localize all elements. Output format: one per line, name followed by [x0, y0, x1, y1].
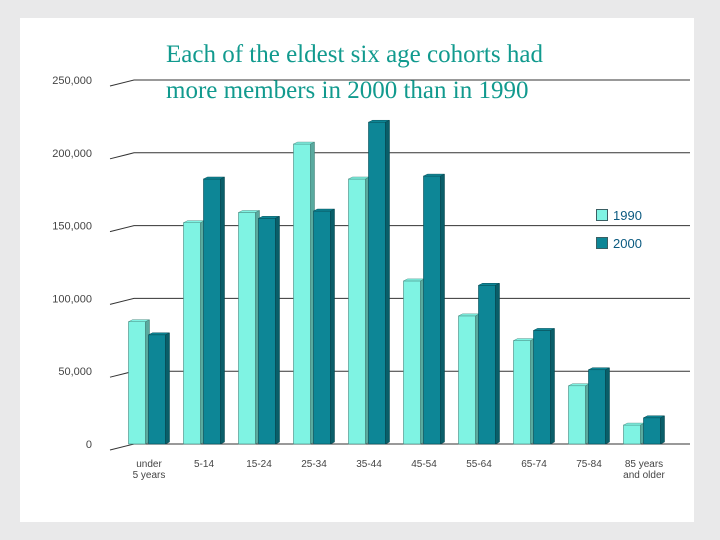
x-tick-label: 15-24: [246, 459, 272, 470]
y-tick-label: 250,000: [52, 75, 92, 87]
chart-title-line-1: Each of the eldest six age cohorts had: [166, 41, 543, 68]
bar-front: [588, 369, 606, 445]
x-tick-label: 85 years: [625, 459, 663, 470]
x-tick-label: 5-14: [194, 459, 214, 470]
bar-1990-45-54: [403, 278, 425, 445]
x-tick-label: and older: [623, 470, 665, 481]
legend-item-1990: 1990: [596, 207, 642, 223]
bar-side: [440, 173, 445, 445]
bar-1990-15-24: [238, 210, 260, 445]
bar-2000-75-84: [588, 367, 610, 445]
bar-front: [293, 143, 311, 445]
bar-side: [330, 208, 335, 445]
bar-side: [605, 367, 610, 445]
y-tick-label: 150,000: [52, 221, 92, 233]
bar-1990-35-44: [348, 176, 370, 445]
legend-swatch-1990: [596, 209, 608, 221]
bar-side: [385, 119, 390, 445]
bars: [128, 119, 665, 445]
bar-1990-85-years-and-older: [623, 422, 645, 445]
gridline: [109, 79, 690, 87]
bar-1990-under-5-years: [128, 319, 150, 445]
x-tick-label: 75-84: [576, 459, 602, 470]
bar-front: [623, 424, 641, 445]
bar-front: [183, 222, 201, 445]
bar-front: [568, 385, 586, 445]
bar-side: [220, 176, 225, 445]
bar-front: [238, 212, 256, 445]
bar-2000-15-24: [258, 215, 280, 445]
bar-side: [550, 328, 555, 445]
bar-front: [258, 218, 276, 445]
bar-front: [533, 330, 551, 445]
bar-2000-55-64: [478, 282, 500, 445]
bar-side: [275, 215, 280, 445]
x-tick-label: 35-44: [356, 459, 382, 470]
bar-front: [368, 121, 386, 445]
bar-side: [495, 282, 500, 445]
bar-2000-45-54: [423, 173, 445, 445]
bar-1990-5-14: [183, 220, 205, 445]
gridline: [109, 297, 690, 305]
bar-front: [348, 178, 366, 445]
x-tick-label: under: [136, 459, 162, 470]
x-tick-label: 55-64: [466, 459, 492, 470]
bar-side: [660, 415, 665, 445]
bar-1990-65-74: [513, 338, 535, 445]
chart-title-line-2: more members in 2000 than in 1990: [166, 77, 529, 104]
legend-item-2000: 2000: [596, 235, 642, 251]
bar-front: [478, 284, 496, 445]
x-tick-label: 25-34: [301, 459, 327, 470]
gridline: [109, 443, 690, 451]
bar-front: [643, 417, 661, 445]
bar-2000-65-74: [533, 328, 555, 445]
gridline: [109, 152, 690, 160]
bar-2000-25-34: [313, 208, 335, 445]
x-tick-label: 45-54: [411, 459, 437, 470]
y-tick-label: 100,000: [52, 293, 92, 305]
y-tick-label: 200,000: [52, 148, 92, 160]
bar-front: [128, 321, 146, 445]
bar-1990-55-64: [458, 313, 480, 445]
bar-front: [513, 340, 531, 445]
bar-front: [458, 315, 476, 445]
bar-front: [313, 210, 331, 445]
bar-front: [203, 178, 221, 445]
bar-front: [403, 280, 421, 445]
bar-2000-5-14: [203, 176, 225, 445]
legend-swatch-2000: [596, 237, 608, 249]
bar-1990-75-84: [568, 383, 590, 445]
bar-2000-under-5-years: [148, 332, 170, 445]
x-tick-label: 5 years: [133, 470, 166, 481]
bar-2000-85-years-and-older: [643, 415, 665, 445]
gridline: [109, 225, 690, 233]
legend-label-1990: 1990: [613, 207, 642, 223]
legend-label-2000: 2000: [613, 235, 642, 251]
bar-2000-35-44: [368, 119, 390, 445]
bar-1990-25-34: [293, 141, 315, 445]
y-tick-label: 0: [86, 439, 92, 451]
x-tick-label: 65-74: [521, 459, 547, 470]
y-axis-ticks: 0 50,000 100,000 150,000 200,000 250,000: [52, 75, 92, 451]
y-tick-label: 50,000: [58, 366, 92, 378]
bar-front: [148, 334, 166, 445]
bar-side: [165, 332, 170, 445]
bar-front: [423, 175, 441, 445]
